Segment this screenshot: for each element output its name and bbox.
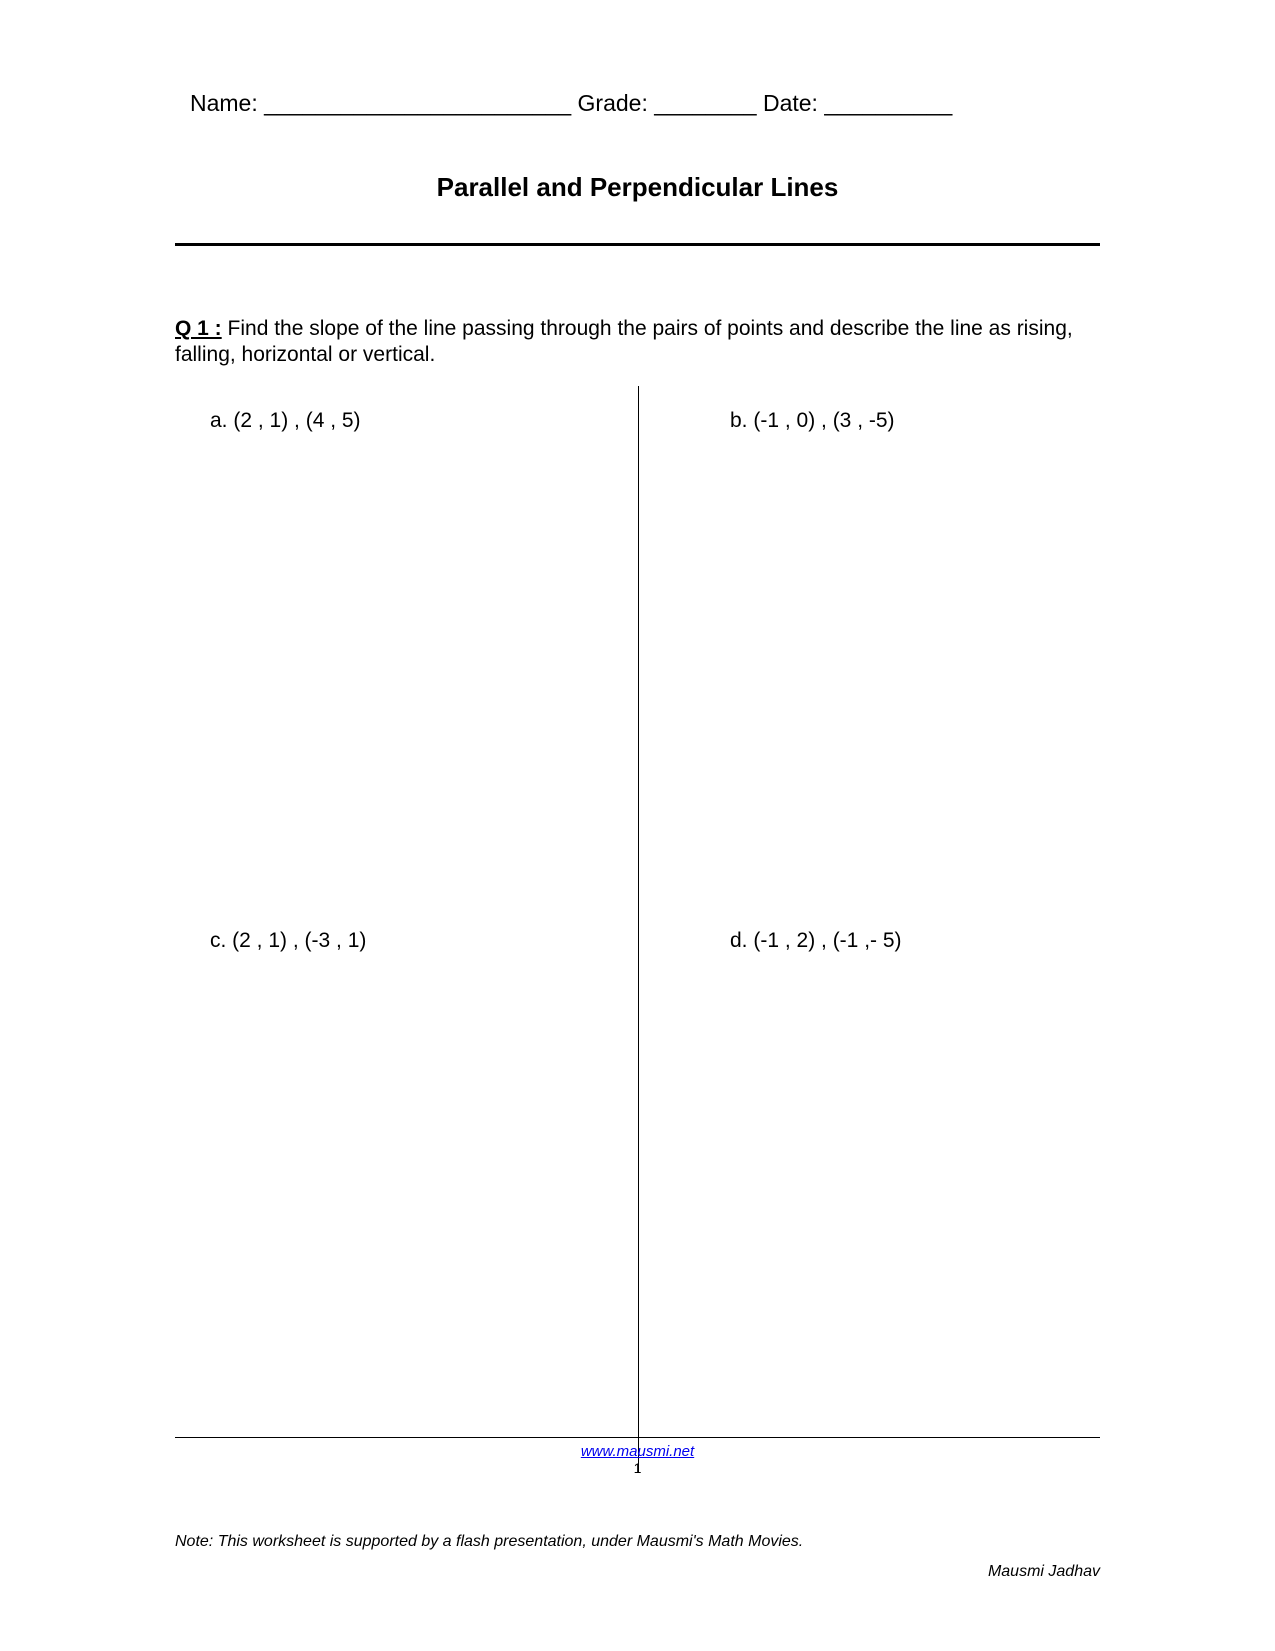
header-fields: Name: ________________________ Grade: __… xyxy=(175,90,1100,117)
date-field-label: Date: __________ xyxy=(763,90,952,116)
website-link[interactable]: www.mausmi.net xyxy=(581,1443,694,1460)
footer-note: Note: This worksheet is supported by a f… xyxy=(175,1533,803,1551)
grade-field-label: Grade: ________ xyxy=(578,90,757,116)
page-footer: www.mausmi.net 1 xyxy=(175,1437,1100,1476)
problems-grid: a. (2 , 1) , (4 , 5) b. (-1 , 0) , (3 , … xyxy=(175,404,1100,1474)
question-1: Q 1 : Find the slope of the line passing… xyxy=(175,316,1100,369)
question-label: Q 1 : xyxy=(175,317,222,340)
question-body: Find the slope of the line passing throu… xyxy=(175,317,1073,366)
footer-divider xyxy=(175,1437,1100,1438)
page-number: 1 xyxy=(175,1460,1100,1476)
column-divider xyxy=(638,386,639,1473)
name-field-label: Name: ________________________ xyxy=(190,90,571,116)
problem-b: b. (-1 , 0) , (3 , -5) xyxy=(730,409,895,433)
problem-c: c. (2 , 1) , (-3 , 1) xyxy=(210,929,366,953)
footer-link-container: www.mausmi.net xyxy=(175,1443,1100,1460)
worksheet-page: Name: ________________________ Grade: __… xyxy=(0,0,1275,1651)
page-title: Parallel and Perpendicular Lines xyxy=(175,172,1100,203)
problem-a: a. (2 , 1) , (4 , 5) xyxy=(210,409,361,433)
problem-d: d. (-1 , 2) , (-1 ,- 5) xyxy=(730,929,902,953)
title-divider xyxy=(175,243,1100,246)
author-name: Mausmi Jadhav xyxy=(988,1563,1100,1581)
